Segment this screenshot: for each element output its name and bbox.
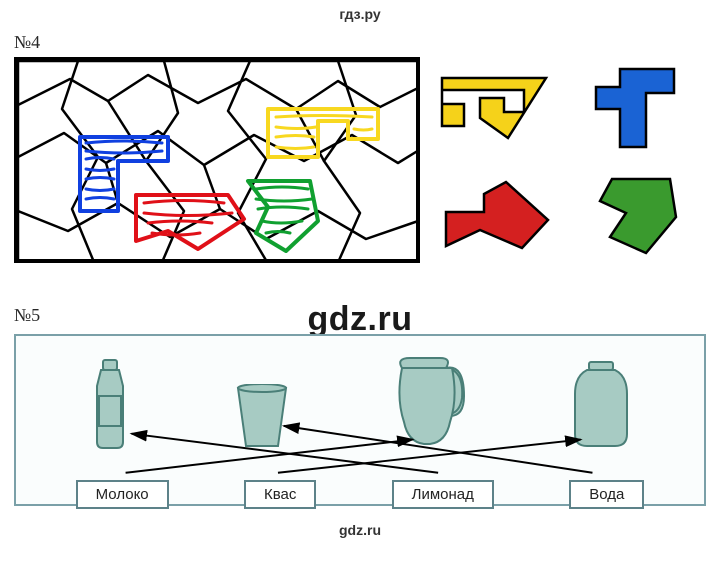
labels-row: Молоко Квас Лимонад Вода xyxy=(16,480,704,509)
vessel-bottle xyxy=(87,358,133,450)
label-box: Вода xyxy=(569,480,644,509)
label-box: Молоко xyxy=(76,480,169,509)
exercise-4-container xyxy=(14,57,720,263)
ref-shape-blue xyxy=(570,63,694,153)
ref-shape-green xyxy=(570,171,694,261)
puzzle-grid xyxy=(14,57,420,263)
puzzle-lines xyxy=(18,61,420,263)
ref-shape-yellow xyxy=(434,63,558,153)
vessel-cup xyxy=(232,384,292,450)
vessels-row xyxy=(16,354,704,450)
exercise-4-label: №4 xyxy=(14,32,720,53)
header-watermark: гдз.ру xyxy=(0,0,720,22)
vessel-jar xyxy=(569,360,633,450)
exercise-5-panel: Молоко Квас Лимонад Вода xyxy=(14,334,706,506)
vessel-jug xyxy=(390,354,470,450)
reference-shapes-grid xyxy=(434,57,694,261)
label-box: Лимонад xyxy=(392,480,494,509)
footer-watermark: gdz.ru xyxy=(0,522,720,538)
ref-shape-red xyxy=(434,171,558,261)
label-box: Квас xyxy=(244,480,316,509)
